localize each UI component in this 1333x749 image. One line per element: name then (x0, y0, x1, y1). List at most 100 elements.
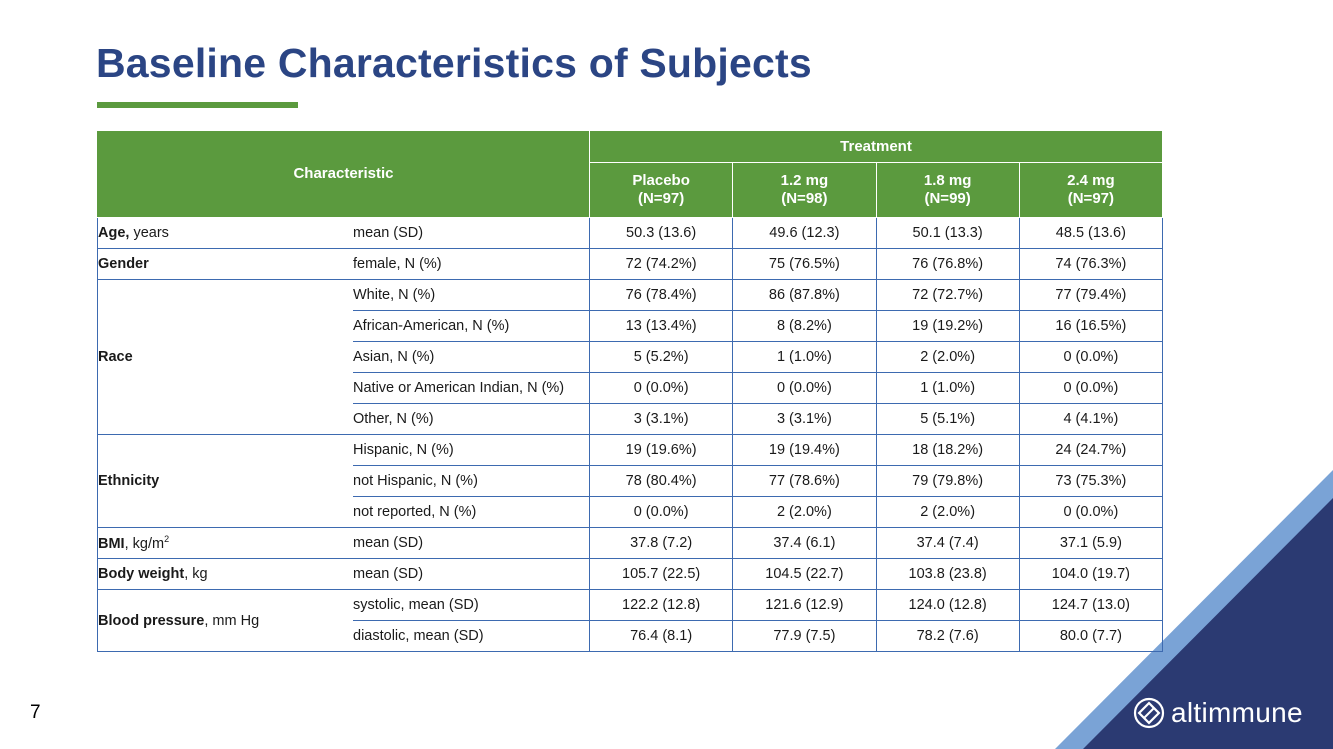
value-cell: 3 (3.1%) (588, 403, 733, 435)
value-cell: 16 (16.5%) (1018, 310, 1164, 342)
value-cell: 122.2 (12.8) (588, 589, 733, 621)
value-cell: 37.8 (7.2) (588, 527, 733, 559)
value-cell: 8 (8.2%) (732, 310, 876, 342)
value-cell: 77 (79.4%) (1018, 279, 1164, 311)
value-cell: 50.1 (13.3) (875, 217, 1020, 249)
value-cell: 0 (0.0%) (1018, 372, 1164, 404)
table-row: Blood pressure, mm Hg systolic, mean (SD)… (97, 589, 1164, 652)
measure-cell: mean (SD) (353, 558, 590, 590)
value-cell: 2 (2.0%) (875, 341, 1020, 373)
table-body: Age, years mean (SD) 50.3 (13.6) 49.6 (12.3… (97, 217, 1164, 652)
measure-cell: diastolic, mean (SD) (353, 620, 590, 652)
table-row: Ethnicity Hispanic, N (%) 19 (19.6%) 19 (19… (97, 434, 1164, 528)
value-cell: 72 (74.2%) (588, 248, 733, 280)
table-row: Gender female, N (%) 72 (74.2%) 75 (76.5%) 7… (97, 248, 1164, 280)
value-cell: 5 (5.1%) (875, 403, 1020, 435)
table-row: not reported, N (%) 0 (0.0%) 2 (2.0%) 2 (2.… (98, 496, 1164, 528)
value-cell: 76.4 (8.1) (588, 620, 733, 652)
value-cell: 77 (78.6%) (732, 465, 876, 497)
measure-cell: mean (SD) (353, 217, 590, 249)
value-cell: 37.4 (6.1) (732, 527, 876, 559)
measure-cell: Native or American Indian, N (%) (353, 372, 590, 404)
measure-cell: White, N (%) (353, 279, 590, 311)
treatment-header: Treatment (589, 130, 1163, 163)
table-row: African-American, N (%) 13 (13.4%) 8 (8.2%… (98, 310, 1164, 342)
value-cell: 37.1 (5.9) (1018, 527, 1164, 559)
value-cell: 0 (0.0%) (1018, 496, 1164, 528)
value-cell: 19 (19.4%) (732, 434, 876, 466)
corner-triangle-dark (1083, 498, 1333, 749)
value-cell: 72 (72.7%) (875, 279, 1020, 311)
measure-cell: female, N (%) (353, 248, 590, 280)
value-cell: 4 (4.1%) (1018, 403, 1164, 435)
value-cell: 0 (0.0%) (588, 372, 733, 404)
table-row: not Hispanic, N (%) 78 (80.4%) 77 (78.6%) 7… (98, 465, 1164, 497)
title-underline (97, 102, 298, 108)
value-cell: 76 (76.8%) (875, 248, 1020, 280)
row-group-label: BMI, kg/m2 (97, 527, 353, 559)
table-row: Other, N (%) 3 (3.1%) 3 (3.1%) 5 (5.1%) 4 (4… (98, 403, 1164, 435)
measure-cell: systolic, mean (SD) (353, 589, 590, 621)
table-row: Age, years mean (SD) 50.3 (13.6) 49.6 (12.3… (97, 217, 1164, 249)
page-number: 7 (30, 702, 41, 723)
measure-cell: mean (SD) (353, 527, 590, 559)
value-cell: 78 (80.4%) (588, 465, 733, 497)
altimmune-logo: altimmune (1133, 697, 1303, 729)
value-cell: 105.7 (22.5) (588, 558, 733, 590)
page-title: Baseline Characteristics of Subjects (96, 40, 812, 86)
measure-cell: not Hispanic, N (%) (353, 465, 590, 497)
column-header: Placebo (N=97) (588, 162, 734, 218)
value-cell: 0 (0.0%) (588, 496, 733, 528)
value-cell: 75 (76.5%) (732, 248, 876, 280)
row-group-label: Blood pressure, mm Hg (97, 589, 353, 652)
row-group-label: Gender (97, 248, 353, 280)
value-cell: 49.6 (12.3) (732, 217, 876, 249)
column-header: 1.2 mg (N=98) (732, 162, 877, 218)
value-cell: 2 (2.0%) (875, 496, 1020, 528)
value-cell: 2 (2.0%) (732, 496, 876, 528)
value-cell: 78.2 (7.6) (875, 620, 1020, 652)
row-group-label: Ethnicity (97, 434, 353, 528)
row-group-label: Age, years (97, 217, 353, 249)
measure-cell: Asian, N (%) (353, 341, 590, 373)
value-cell: 50.3 (13.6) (588, 217, 733, 249)
value-cell: 48.5 (13.6) (1018, 217, 1164, 249)
value-cell: 86 (87.8%) (732, 279, 876, 311)
value-cell: 80.0 (7.7) (1018, 620, 1164, 652)
value-cell: 18 (18.2%) (875, 434, 1020, 466)
measure-cell: Other, N (%) (353, 403, 590, 435)
value-cell: 121.6 (12.9) (732, 589, 876, 621)
value-cell: 0 (0.0%) (732, 372, 876, 404)
value-cell: 5 (5.2%) (588, 341, 733, 373)
value-cell: 1 (1.0%) (732, 341, 876, 373)
value-cell: 37.4 (7.4) (875, 527, 1020, 559)
table-row: Native or American Indian, N (%) 0 (0.0%)… (98, 372, 1164, 404)
row-group-label: Body weight, kg (97, 558, 353, 590)
value-cell: 77.9 (7.5) (732, 620, 876, 652)
value-cell: 124.7 (13.0) (1018, 589, 1164, 621)
value-cell: 24 (24.7%) (1018, 434, 1164, 466)
table-row: Asian, N (%) 5 (5.2%) 1 (1.0%) 2 (2.0%) 0 (0… (98, 341, 1164, 373)
table-row: BMI, kg/m2 mean (SD) 37.8 (7.2) 37.4 (6.1) 3… (97, 527, 1164, 559)
characteristic-header: Characteristic (97, 130, 590, 218)
logo-mark-icon (1133, 697, 1165, 729)
value-cell: 13 (13.4%) (588, 310, 733, 342)
value-cell: 124.0 (12.8) (875, 589, 1020, 621)
logo-text: altimmune (1171, 697, 1303, 728)
measure-cell: not reported, N (%) (353, 496, 590, 528)
column-header: 2.4 mg (N=97) (1018, 162, 1164, 218)
value-cell: 104.5 (22.7) (732, 558, 876, 590)
value-cell: 104.0 (19.7) (1018, 558, 1164, 590)
table-row: Race White, N (%) 76 (78.4%) 86 (87.8%) 72 (… (97, 279, 1164, 435)
value-cell: 3 (3.1%) (732, 403, 876, 435)
value-cell: 103.8 (23.8) (875, 558, 1020, 590)
measure-cell: African-American, N (%) (353, 310, 590, 342)
table-row: Body weight, kg mean (SD) 105.7 (22.5) 104.… (97, 558, 1164, 590)
column-header: 1.8 mg (N=99) (875, 162, 1020, 218)
value-cell: 0 (0.0%) (1018, 341, 1164, 373)
value-cell: 73 (75.3%) (1018, 465, 1164, 497)
row-group-label: Race (97, 279, 353, 435)
measure-cell: Hispanic, N (%) (353, 434, 590, 466)
baseline-table: Characteristic Treatment Placebo (N=97) 1… (97, 130, 1164, 652)
